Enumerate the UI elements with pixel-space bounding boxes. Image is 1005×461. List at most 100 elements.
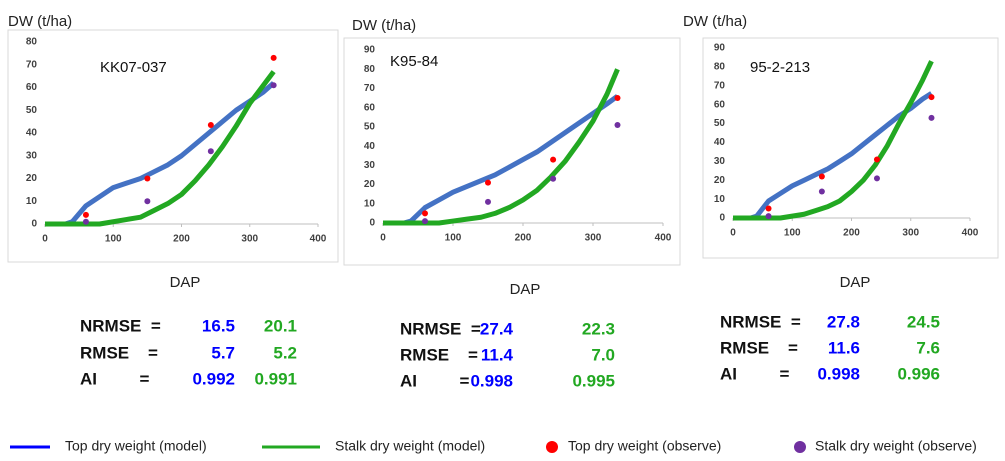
- model-line: [383, 94, 619, 226]
- stat-value: 20.1: [264, 316, 297, 335]
- y-tick-label: 0: [369, 218, 375, 229]
- stat-value: 27.8: [827, 312, 860, 331]
- stat-label: RMSE =: [720, 338, 798, 357]
- observed-point: [550, 175, 557, 182]
- panel-frame: [702, 37, 999, 259]
- legend-swatch: [546, 441, 558, 453]
- y-tick-label: 60: [364, 102, 376, 113]
- stat-label: AI =: [400, 371, 470, 390]
- observed-point: [873, 175, 880, 182]
- legend-label: Stalk dry weight (model): [335, 438, 485, 454]
- stat-value: 24.5: [907, 312, 940, 331]
- y-tick-label: 70: [26, 59, 38, 70]
- y-tick-label: 50: [26, 105, 38, 116]
- legend-label: Top dry weight (observe): [568, 438, 721, 454]
- variety-name: K95-84: [390, 53, 438, 70]
- stat-value: 22.3: [582, 319, 615, 338]
- variety-name: KK07-037: [100, 59, 167, 76]
- y-tick-label: 60: [26, 82, 38, 93]
- observed-point: [144, 198, 151, 205]
- y-tick-label: 10: [714, 194, 726, 205]
- observed-point: [207, 148, 214, 155]
- stat-label: NRMSE =: [720, 312, 801, 331]
- y-tick-label: 20: [364, 179, 376, 190]
- y-tick-label: 90: [364, 45, 376, 56]
- stat-value: 0.992: [192, 369, 235, 388]
- observed-point: [144, 175, 151, 182]
- y-tick-label: 40: [364, 141, 376, 152]
- y-tick-label: 40: [26, 128, 38, 139]
- stat-label: RMSE =: [80, 343, 158, 362]
- x-tick-label: 200: [843, 228, 860, 239]
- y-tick-label: 10: [26, 196, 38, 207]
- x-tick-label: 100: [445, 233, 462, 244]
- x-tick-label: 0: [380, 233, 386, 244]
- stat-value: 0.995: [572, 371, 615, 390]
- model-line: [45, 81, 276, 227]
- y-tick-label: 60: [714, 99, 726, 110]
- stat-value: 7.0: [591, 345, 615, 364]
- stat-value: 5.7: [211, 343, 235, 362]
- y-axis-title: DW (t/ha): [683, 13, 747, 30]
- y-tick-label: 80: [364, 64, 376, 75]
- stat-label: AI =: [720, 364, 790, 383]
- observed-point: [765, 205, 772, 212]
- stat-label: AI =: [80, 369, 150, 388]
- x-tick-label: 400: [655, 233, 672, 244]
- x-tick-label: 0: [730, 228, 736, 239]
- stat-label: RMSE =: [400, 345, 478, 364]
- y-tick-label: 80: [714, 62, 726, 73]
- legend-label: Stalk dry weight (observe): [815, 438, 977, 454]
- stat-value: 16.5: [202, 316, 235, 335]
- observed-point: [614, 95, 621, 102]
- observed-point: [818, 188, 825, 195]
- x-tick-label: 200: [173, 234, 190, 245]
- y-tick-label: 50: [364, 122, 376, 133]
- y-axis-title: DW (t/ha): [8, 13, 72, 30]
- y-axis-title: DW (t/ha): [352, 17, 416, 34]
- model-line: [383, 68, 620, 226]
- observed-point: [270, 82, 277, 89]
- x-tick-label: 400: [310, 234, 327, 245]
- y-tick-label: 70: [364, 83, 376, 94]
- observed-point: [818, 173, 825, 180]
- x-tick-label: 100: [784, 228, 801, 239]
- stat-value: 27.4: [480, 319, 514, 338]
- x-axis-title: DAP: [840, 274, 871, 291]
- observed-point: [82, 211, 89, 218]
- model-line: [45, 70, 276, 227]
- y-tick-label: 20: [714, 175, 726, 186]
- x-axis-title: DAP: [510, 281, 541, 298]
- observed-point: [82, 218, 89, 225]
- panel-frame: [343, 37, 681, 266]
- x-tick-label: 100: [105, 234, 122, 245]
- observed-point: [207, 122, 214, 129]
- stat-value: 7.6: [916, 338, 940, 357]
- observed-point: [270, 54, 277, 61]
- observed-point: [422, 218, 428, 225]
- stat-label: NRMSE =: [80, 316, 161, 335]
- observed-point: [485, 179, 491, 186]
- variety-name: 95-2-213: [750, 59, 810, 76]
- x-tick-label: 200: [515, 233, 532, 244]
- observed-point: [422, 210, 428, 217]
- observed-point: [550, 156, 557, 163]
- x-tick-label: 400: [962, 228, 979, 239]
- y-tick-label: 30: [364, 160, 376, 171]
- y-tick-label: 90: [714, 43, 726, 54]
- stat-value: 5.2: [273, 343, 297, 362]
- y-tick-label: 20: [26, 173, 38, 184]
- stat-value: 0.998: [817, 364, 860, 383]
- observed-point: [765, 213, 772, 220]
- observed-point: [485, 198, 491, 205]
- x-tick-label: 300: [902, 228, 919, 239]
- y-tick-label: 30: [26, 150, 38, 161]
- y-tick-label: 10: [364, 198, 376, 209]
- stat-value: 11.4: [481, 345, 514, 364]
- y-tick-label: 0: [719, 213, 725, 224]
- x-tick-label: 300: [241, 234, 258, 245]
- y-tick-label: 0: [31, 219, 37, 230]
- observed-point: [928, 94, 935, 101]
- stat-value: 0.991: [254, 369, 297, 388]
